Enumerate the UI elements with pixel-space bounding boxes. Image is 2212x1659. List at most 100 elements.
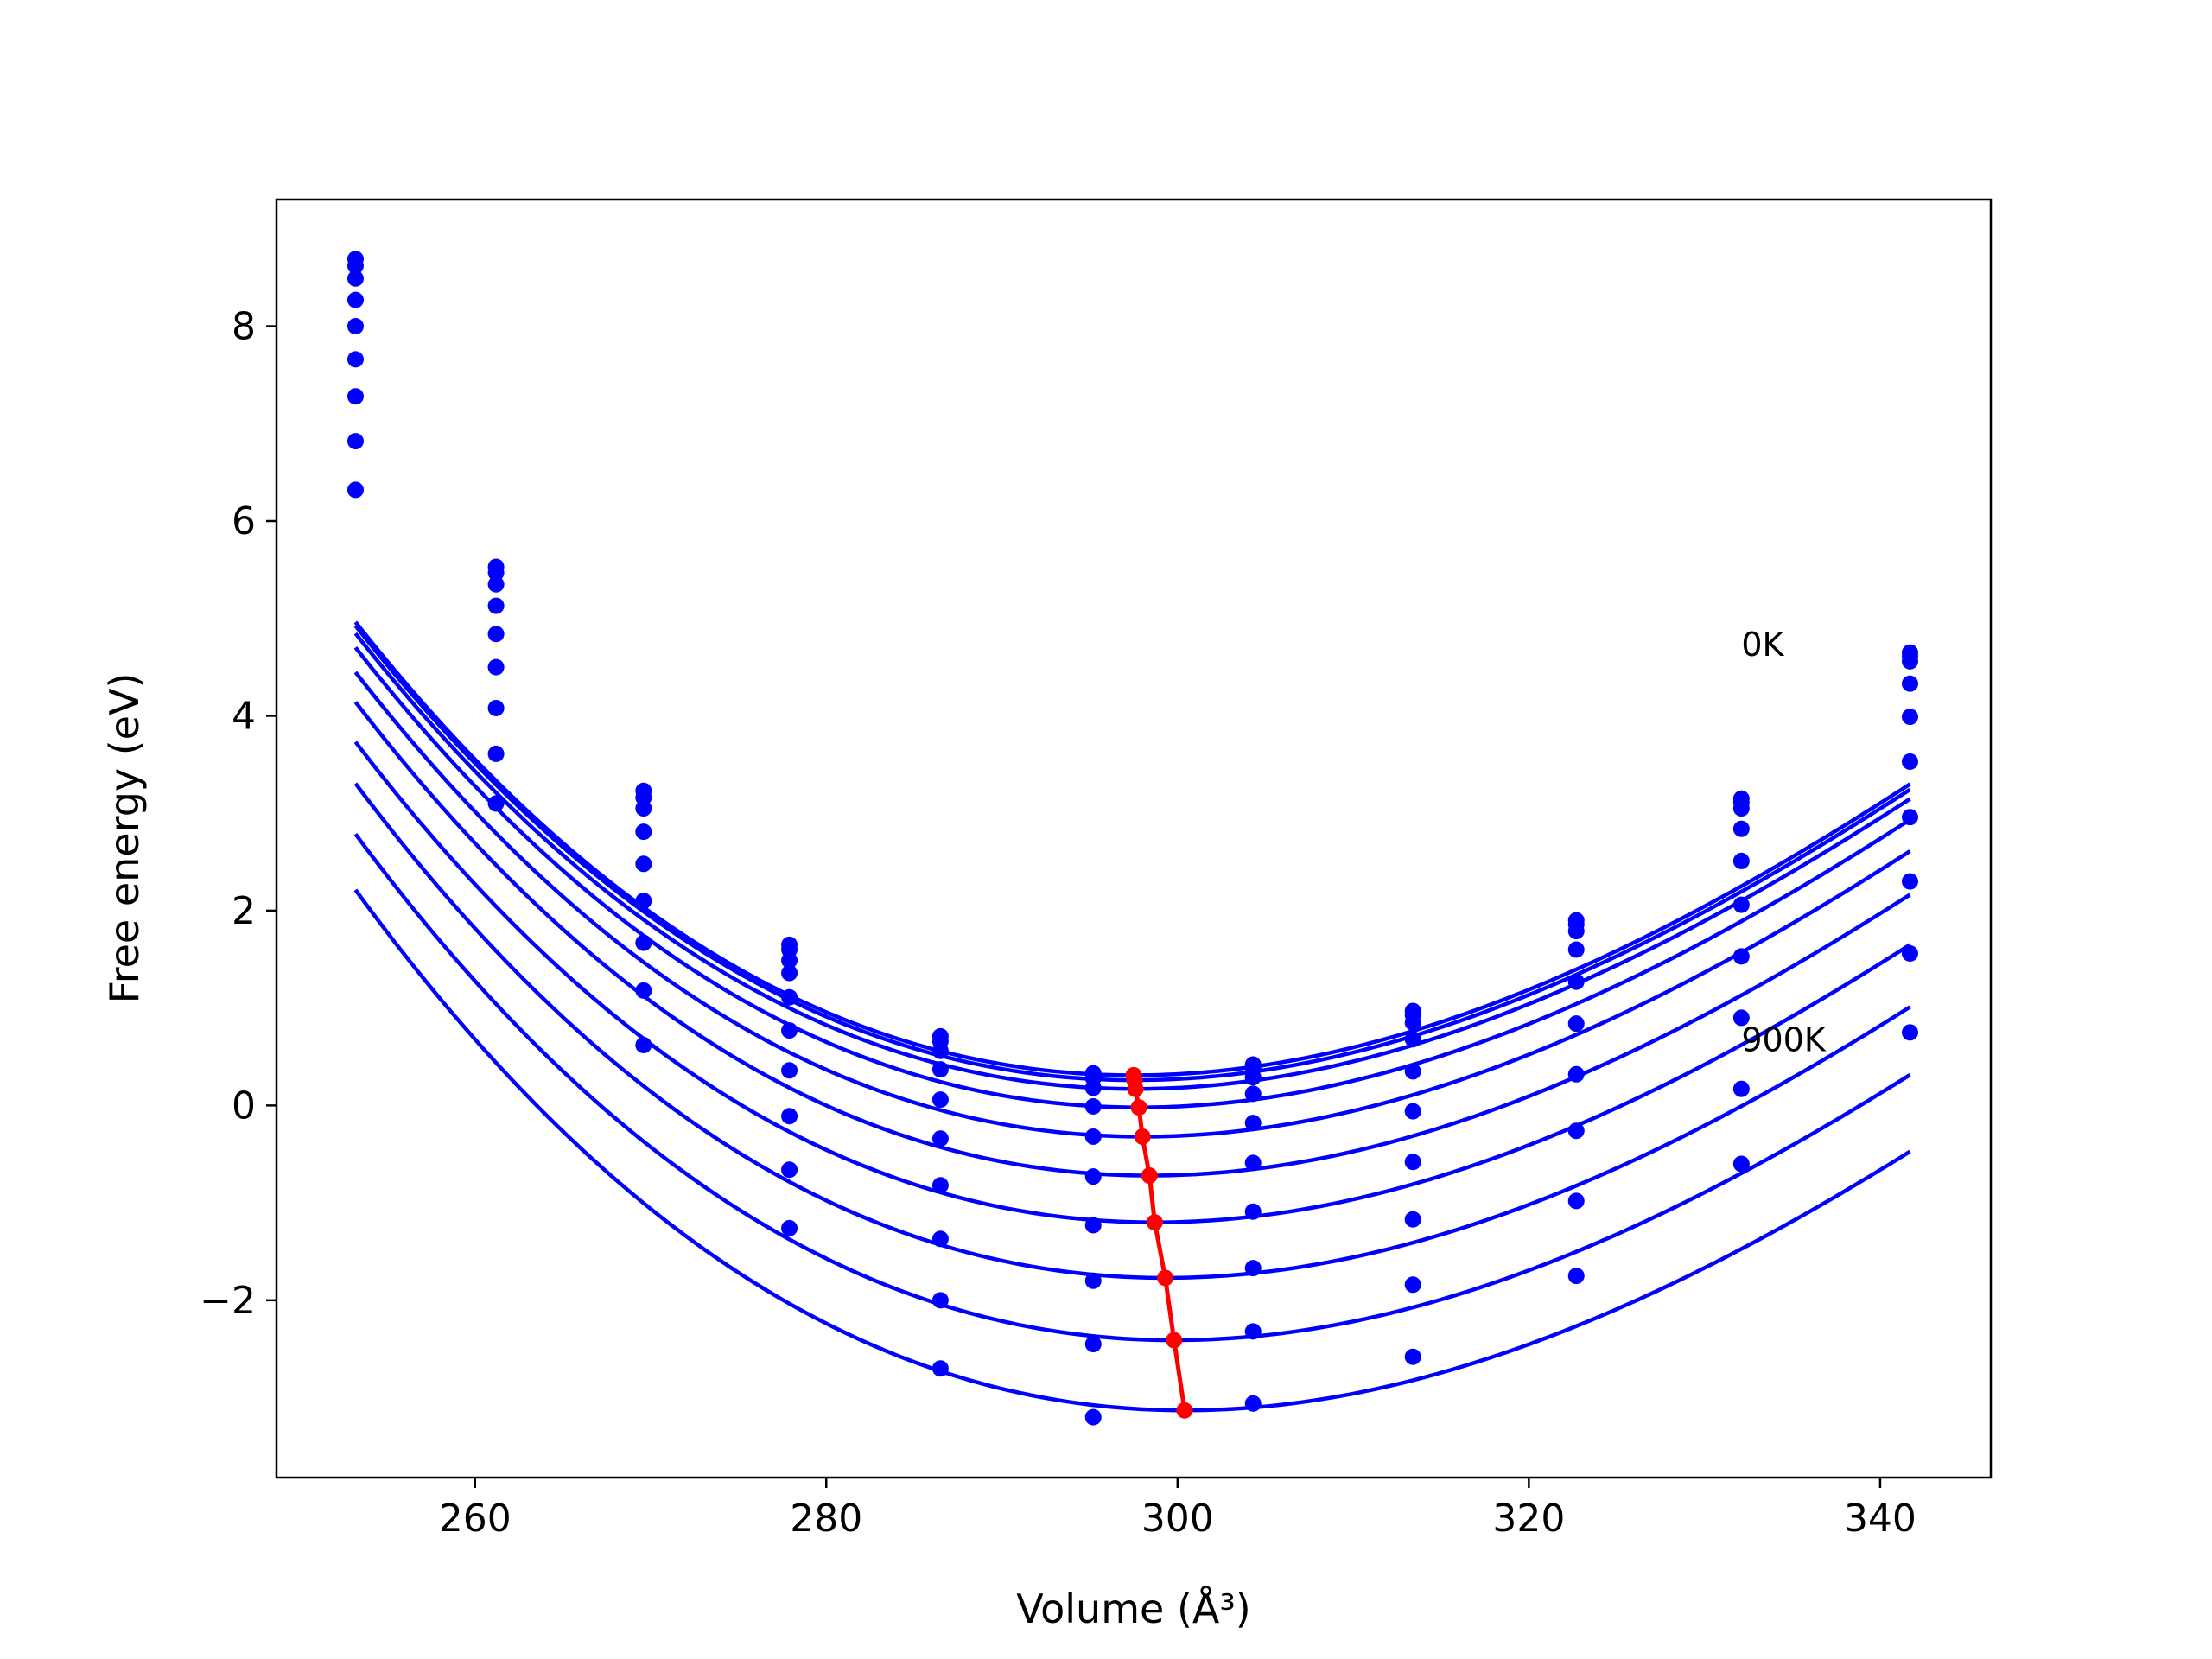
data-point [1084, 1272, 1102, 1289]
data-point [781, 1022, 798, 1039]
data-point [931, 1042, 949, 1059]
data-point [635, 934, 652, 951]
y-tick-label: 2 [232, 889, 256, 933]
fit-curve [353, 741, 1911, 1224]
data-point [346, 433, 364, 450]
data-point [1732, 1080, 1750, 1097]
minimum-point [1130, 1099, 1147, 1116]
data-point [1404, 1154, 1421, 1171]
x-axis-title: Volume (Å³) [1016, 1586, 1251, 1632]
temperature-annotation: 0K [1741, 626, 1784, 664]
data-point [1404, 1103, 1421, 1120]
x-tick-label: 300 [1141, 1497, 1214, 1541]
data-point [1732, 820, 1750, 837]
data-point [1244, 1203, 1262, 1220]
data-point [1567, 1122, 1585, 1140]
data-point [1404, 1031, 1421, 1048]
data-point [1901, 675, 1918, 692]
annotations: 0K 900K [1741, 626, 1827, 1059]
data-point [487, 795, 505, 812]
data-point [781, 988, 798, 1006]
data-point [346, 257, 364, 275]
data-point [781, 1062, 798, 1079]
data-point [931, 1360, 949, 1377]
data-point [1901, 1024, 1918, 1041]
x-tick-label: 280 [790, 1497, 862, 1541]
data-point [1244, 1085, 1262, 1103]
data-point [781, 1161, 798, 1179]
data-point [346, 481, 364, 499]
data-point [1567, 923, 1585, 940]
data-point [635, 1036, 652, 1053]
x-tick-label: 260 [439, 1497, 512, 1541]
plot-frame [275, 198, 1993, 1479]
data-point [1567, 1015, 1585, 1033]
data-point [635, 855, 652, 873]
data-point [1244, 1069, 1262, 1086]
plot-area [346, 251, 1918, 1426]
data-point [635, 823, 652, 841]
data-point [1732, 852, 1750, 869]
fit-curve [353, 701, 1911, 1178]
data-point [1732, 896, 1750, 913]
minimum-point [1157, 1269, 1174, 1287]
data-point [1567, 1268, 1585, 1285]
fit-curve [353, 888, 1911, 1413]
data-point [346, 270, 364, 287]
minimum-point [1134, 1128, 1151, 1145]
data-point [1732, 1155, 1750, 1173]
data-point [487, 626, 505, 643]
data-point [487, 699, 505, 716]
minimum-point [1141, 1167, 1158, 1185]
minimum-point [1127, 1080, 1144, 1097]
minimum-point [1166, 1332, 1183, 1349]
fit-curve [353, 832, 1911, 1343]
data-point [346, 318, 364, 335]
y-tick-label: −2 [200, 1279, 256, 1323]
data-point [1901, 652, 1918, 670]
data-point [1901, 753, 1918, 770]
data-point [635, 982, 652, 999]
data-point [1244, 1154, 1262, 1172]
data-point [346, 388, 364, 405]
data-point [1084, 1079, 1102, 1096]
data-point [1404, 1348, 1421, 1365]
fit-curve [353, 782, 1911, 1281]
y-tick-label: 0 [232, 1084, 256, 1128]
y-tick-label: 6 [232, 499, 256, 543]
data-point [781, 1219, 798, 1236]
data-point [1404, 1063, 1421, 1080]
y-tick-label: 4 [232, 694, 256, 738]
data-point [1084, 1128, 1102, 1145]
data-point [635, 893, 652, 910]
fit-curve [353, 671, 1911, 1139]
data-point [1567, 1065, 1585, 1083]
minimum-point [1176, 1402, 1193, 1419]
y-axis: 8 6 4 2 0 −2 [200, 305, 276, 1323]
data-point [1084, 1408, 1102, 1426]
x-tick-label: 340 [1844, 1497, 1916, 1541]
data-point [781, 951, 798, 969]
y-tick-label: 8 [232, 305, 256, 349]
data-point [1404, 1276, 1421, 1294]
data-point [1244, 1115, 1262, 1132]
data-point [1901, 809, 1918, 826]
data-point [1901, 709, 1918, 726]
data-point [1244, 1260, 1262, 1277]
data-point [931, 1091, 949, 1109]
data-point [1732, 800, 1750, 817]
data-point [635, 800, 652, 817]
data-point [1567, 941, 1585, 958]
y-axis-title: Free energy (eV) [101, 673, 148, 1004]
data-point [1244, 1395, 1262, 1412]
data-point [931, 1292, 949, 1309]
minimum-point [1146, 1214, 1163, 1231]
data-point [931, 1177, 949, 1194]
data-point [1084, 1336, 1102, 1353]
data-point [781, 964, 798, 982]
data-point [1901, 873, 1918, 890]
data-point [1084, 1098, 1102, 1115]
data-point [487, 564, 505, 582]
